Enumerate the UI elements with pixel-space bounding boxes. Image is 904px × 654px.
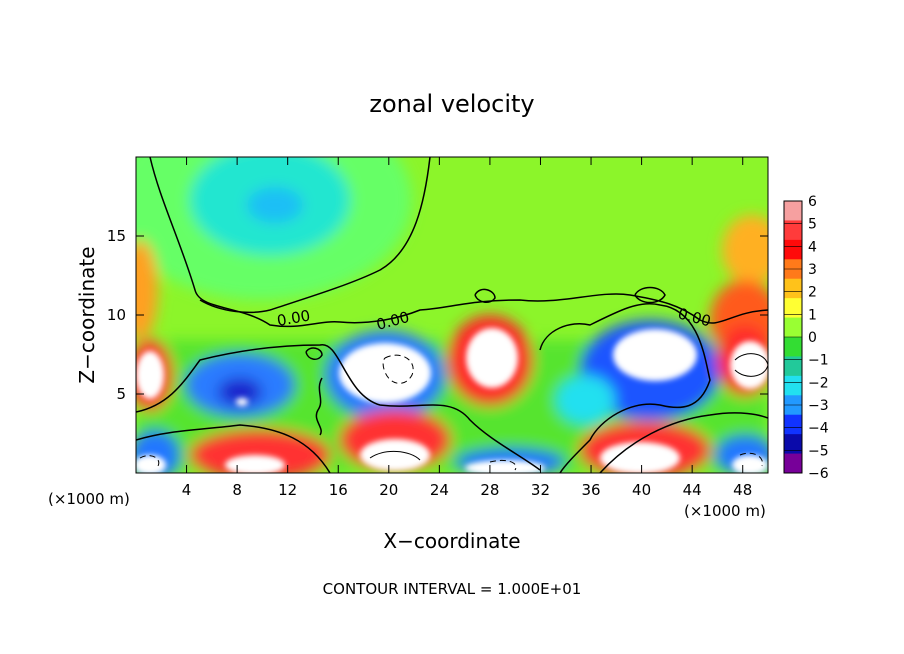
colorbar-label: 0 <box>808 330 817 346</box>
colorbar-swatch <box>784 337 802 357</box>
negative-contour-3 <box>489 459 517 471</box>
x-tick-label: 8 <box>232 481 242 499</box>
colorbar-label: −4 <box>808 421 829 437</box>
zero-contour-mid <box>539 303 711 473</box>
zero-contour-top <box>199 157 431 314</box>
colorbar-label: −2 <box>808 375 829 391</box>
x-tick-label: 32 <box>531 481 550 499</box>
colorbar-label: 1 <box>808 307 817 323</box>
x-tick-label: 40 <box>632 481 651 499</box>
zero-contour-upper <box>149 157 768 328</box>
colorbar-label: 2 <box>808 285 817 301</box>
y-axis: 5 10 15 <box>107 227 768 403</box>
x-tick-label: 12 <box>278 481 297 499</box>
x-unit-left: (×1000 m) <box>48 490 130 508</box>
colorbar-label: −5 <box>808 443 829 459</box>
colorbar-label: −1 <box>808 353 829 369</box>
zero-contour-right <box>599 412 768 473</box>
x-tick-label: 24 <box>430 481 449 499</box>
colorbar-swatch <box>784 375 802 396</box>
colorbar-swatch <box>784 453 802 474</box>
colorbar-label: 4 <box>808 239 817 255</box>
footer-contour-interval: CONTOUR INTERVAL = 1.000E+01 <box>323 580 582 598</box>
x-axis: 4 8 12 16 20 24 28 32 36 40 44 48 <box>182 157 752 499</box>
colorbar-swatch <box>784 201 802 221</box>
x-tick-label: 36 <box>581 481 600 499</box>
zero-contour-squiggle <box>315 377 323 436</box>
x-tick-label: 44 <box>683 481 702 499</box>
colorbar: 6 5 4 3 2 1 0 −1 −2 −3 −4 −5 −6 <box>783 194 829 482</box>
colorbar-swatch <box>784 356 802 377</box>
x-tick-label: 4 <box>182 481 192 499</box>
negative-contour-4 <box>739 452 763 467</box>
colorbar-swatch <box>784 239 802 260</box>
x-tick-label: 28 <box>480 481 499 499</box>
contour-label: 0.00 <box>276 306 312 330</box>
x-tick-label: 20 <box>379 481 398 499</box>
colorbar-label: 6 <box>808 194 817 210</box>
y-tick-label: 5 <box>116 385 126 403</box>
x-tick-label: 48 <box>733 481 752 499</box>
positive-contour-2 <box>369 451 421 461</box>
colorbar-swatch <box>784 220 802 241</box>
negative-contour-2 <box>139 455 160 467</box>
zero-contour-loop2 <box>634 286 666 304</box>
colorbar-label: −6 <box>808 466 829 482</box>
colorbar-swatch <box>784 434 802 455</box>
colorbar-label: 3 <box>808 262 817 278</box>
colorbar-swatch <box>784 317 802 338</box>
y-axis-label: Z−coordinate <box>75 246 99 383</box>
chart-title: zonal velocity <box>369 90 534 118</box>
zero-contour-loop <box>474 288 496 303</box>
colorbar-swatch <box>784 278 802 299</box>
positive-contour-1 <box>734 353 768 377</box>
x-axis-label: X−coordinate <box>383 529 520 553</box>
y-tick-label: 10 <box>107 306 126 324</box>
zero-contour-blob <box>305 347 323 360</box>
colorbar-label: −3 <box>808 398 829 414</box>
heatmap-field <box>136 157 768 473</box>
colorbar-swatch <box>784 298 802 319</box>
zero-contour-band <box>136 424 331 473</box>
zero-contour-lower <box>136 344 541 471</box>
colorbar-swatch <box>784 414 802 435</box>
x-unit-right: (×1000 m) <box>684 502 766 520</box>
y-tick-label: 15 <box>107 227 126 245</box>
negative-contour-1 <box>382 354 414 384</box>
x-tick-label: 16 <box>329 481 348 499</box>
colorbar-label: 5 <box>808 217 817 233</box>
